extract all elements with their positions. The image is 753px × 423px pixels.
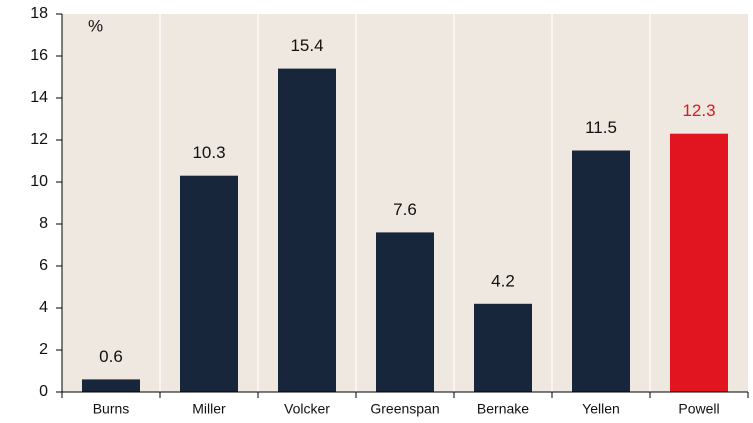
bar (82, 379, 140, 392)
data-label: 12.3 (682, 101, 715, 120)
data-label: 15.4 (290, 36, 323, 55)
y-axis-label: % (88, 16, 103, 35)
bar (670, 133, 728, 392)
y-tick-label: 10 (30, 173, 48, 190)
bar (376, 232, 434, 392)
x-tick-label: Burns (93, 401, 130, 417)
y-tick-label: 2 (39, 341, 48, 358)
x-tick-label: Bernake (477, 401, 529, 417)
bar (572, 150, 630, 392)
x-tick-label: Miller (192, 401, 226, 417)
y-tick-label: 18 (30, 5, 48, 22)
y-tick-label: 16 (30, 47, 48, 64)
bar (180, 175, 238, 392)
bar (278, 68, 336, 392)
y-tick-label: 14 (30, 89, 48, 106)
y-tick-label: 12 (30, 131, 48, 148)
data-label: 4.2 (491, 271, 515, 290)
bar (474, 303, 532, 392)
y-tick-label: 0 (39, 383, 48, 400)
data-label: 11.5 (585, 118, 617, 137)
x-tick-label: Powell (678, 401, 719, 417)
x-tick-label: Volcker (284, 401, 330, 417)
y-tick-label: 8 (39, 215, 48, 232)
x-tick-label: Yellen (582, 401, 620, 417)
data-label: 7.6 (393, 200, 417, 219)
x-tick-label: Greenspan (370, 401, 439, 417)
y-tick-label: 6 (39, 257, 48, 274)
y-tick-label: 4 (39, 299, 48, 316)
data-label: 10.3 (192, 143, 225, 162)
data-label: 0.6 (99, 347, 123, 366)
